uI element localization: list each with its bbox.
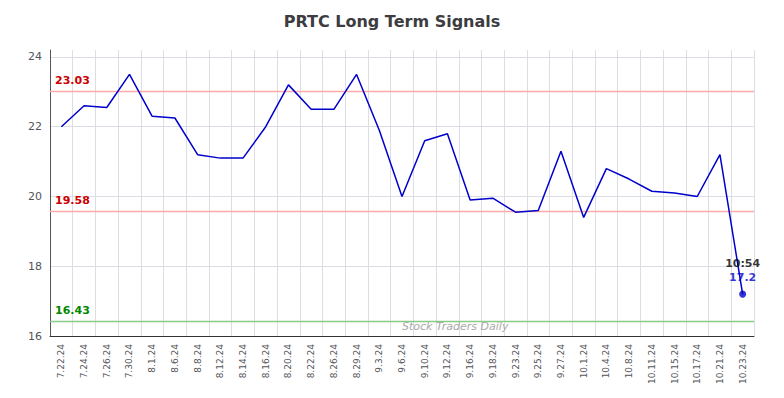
svg-text:9.27.24: 9.27.24 (556, 344, 566, 379)
svg-text:8.14.24: 8.14.24 (238, 344, 248, 379)
svg-text:10.15.24: 10.15.24 (670, 344, 680, 384)
svg-text:7.30.24: 7.30.24 (124, 344, 134, 379)
svg-text:17.2: 17.2 (729, 271, 756, 284)
svg-text:20: 20 (28, 190, 42, 203)
svg-text:7.24.24: 7.24.24 (79, 344, 89, 379)
svg-text:8.6.24: 8.6.24 (170, 344, 180, 373)
svg-text:Stock Traders Daily: Stock Traders Daily (402, 320, 509, 333)
svg-text:9.23.24: 9.23.24 (511, 344, 521, 379)
svg-text:10.8.24: 10.8.24 (624, 344, 634, 379)
svg-text:8.8.24: 8.8.24 (193, 344, 203, 373)
svg-text:10.21.24: 10.21.24 (715, 344, 725, 384)
svg-text:8.12.24: 8.12.24 (215, 344, 225, 379)
svg-text:18: 18 (28, 260, 42, 273)
svg-text:8.20.24: 8.20.24 (283, 344, 293, 379)
svg-text:9.3.24: 9.3.24 (374, 344, 384, 373)
svg-text:9.6.24: 9.6.24 (397, 344, 407, 373)
svg-text:8.22.24: 8.22.24 (306, 344, 316, 379)
svg-text:10.17.24: 10.17.24 (692, 344, 702, 384)
svg-text:16.43: 16.43 (55, 304, 90, 317)
svg-text:22: 22 (28, 120, 42, 133)
svg-text:10.11.24: 10.11.24 (647, 344, 657, 384)
svg-text:9.18.24: 9.18.24 (488, 344, 498, 379)
svg-text:9.25.24: 9.25.24 (533, 344, 543, 379)
svg-text:9.10.24: 9.10.24 (420, 344, 430, 379)
svg-text:19.58: 19.58 (55, 194, 90, 207)
svg-text:10:54: 10:54 (725, 257, 760, 270)
svg-text:10.23.24: 10.23.24 (738, 344, 748, 384)
svg-text:8.29.24: 8.29.24 (352, 344, 362, 379)
svg-text:7.22.24: 7.22.24 (56, 344, 66, 379)
svg-text:8.16.24: 8.16.24 (261, 344, 271, 379)
svg-text:7.26.24: 7.26.24 (102, 344, 112, 379)
svg-text:10.4.24: 10.4.24 (601, 344, 611, 379)
svg-text:PRTC Long Term Signals: PRTC Long Term Signals (284, 12, 501, 31)
svg-text:9.12.24: 9.12.24 (442, 344, 452, 379)
svg-text:23.03: 23.03 (55, 74, 90, 87)
svg-text:10.1.24: 10.1.24 (579, 344, 589, 379)
svg-text:9.16.24: 9.16.24 (465, 344, 475, 379)
svg-text:8.26.24: 8.26.24 (329, 344, 339, 379)
svg-text:16: 16 (28, 330, 42, 343)
svg-text:8.1.24: 8.1.24 (147, 344, 157, 373)
svg-text:24: 24 (28, 50, 42, 63)
